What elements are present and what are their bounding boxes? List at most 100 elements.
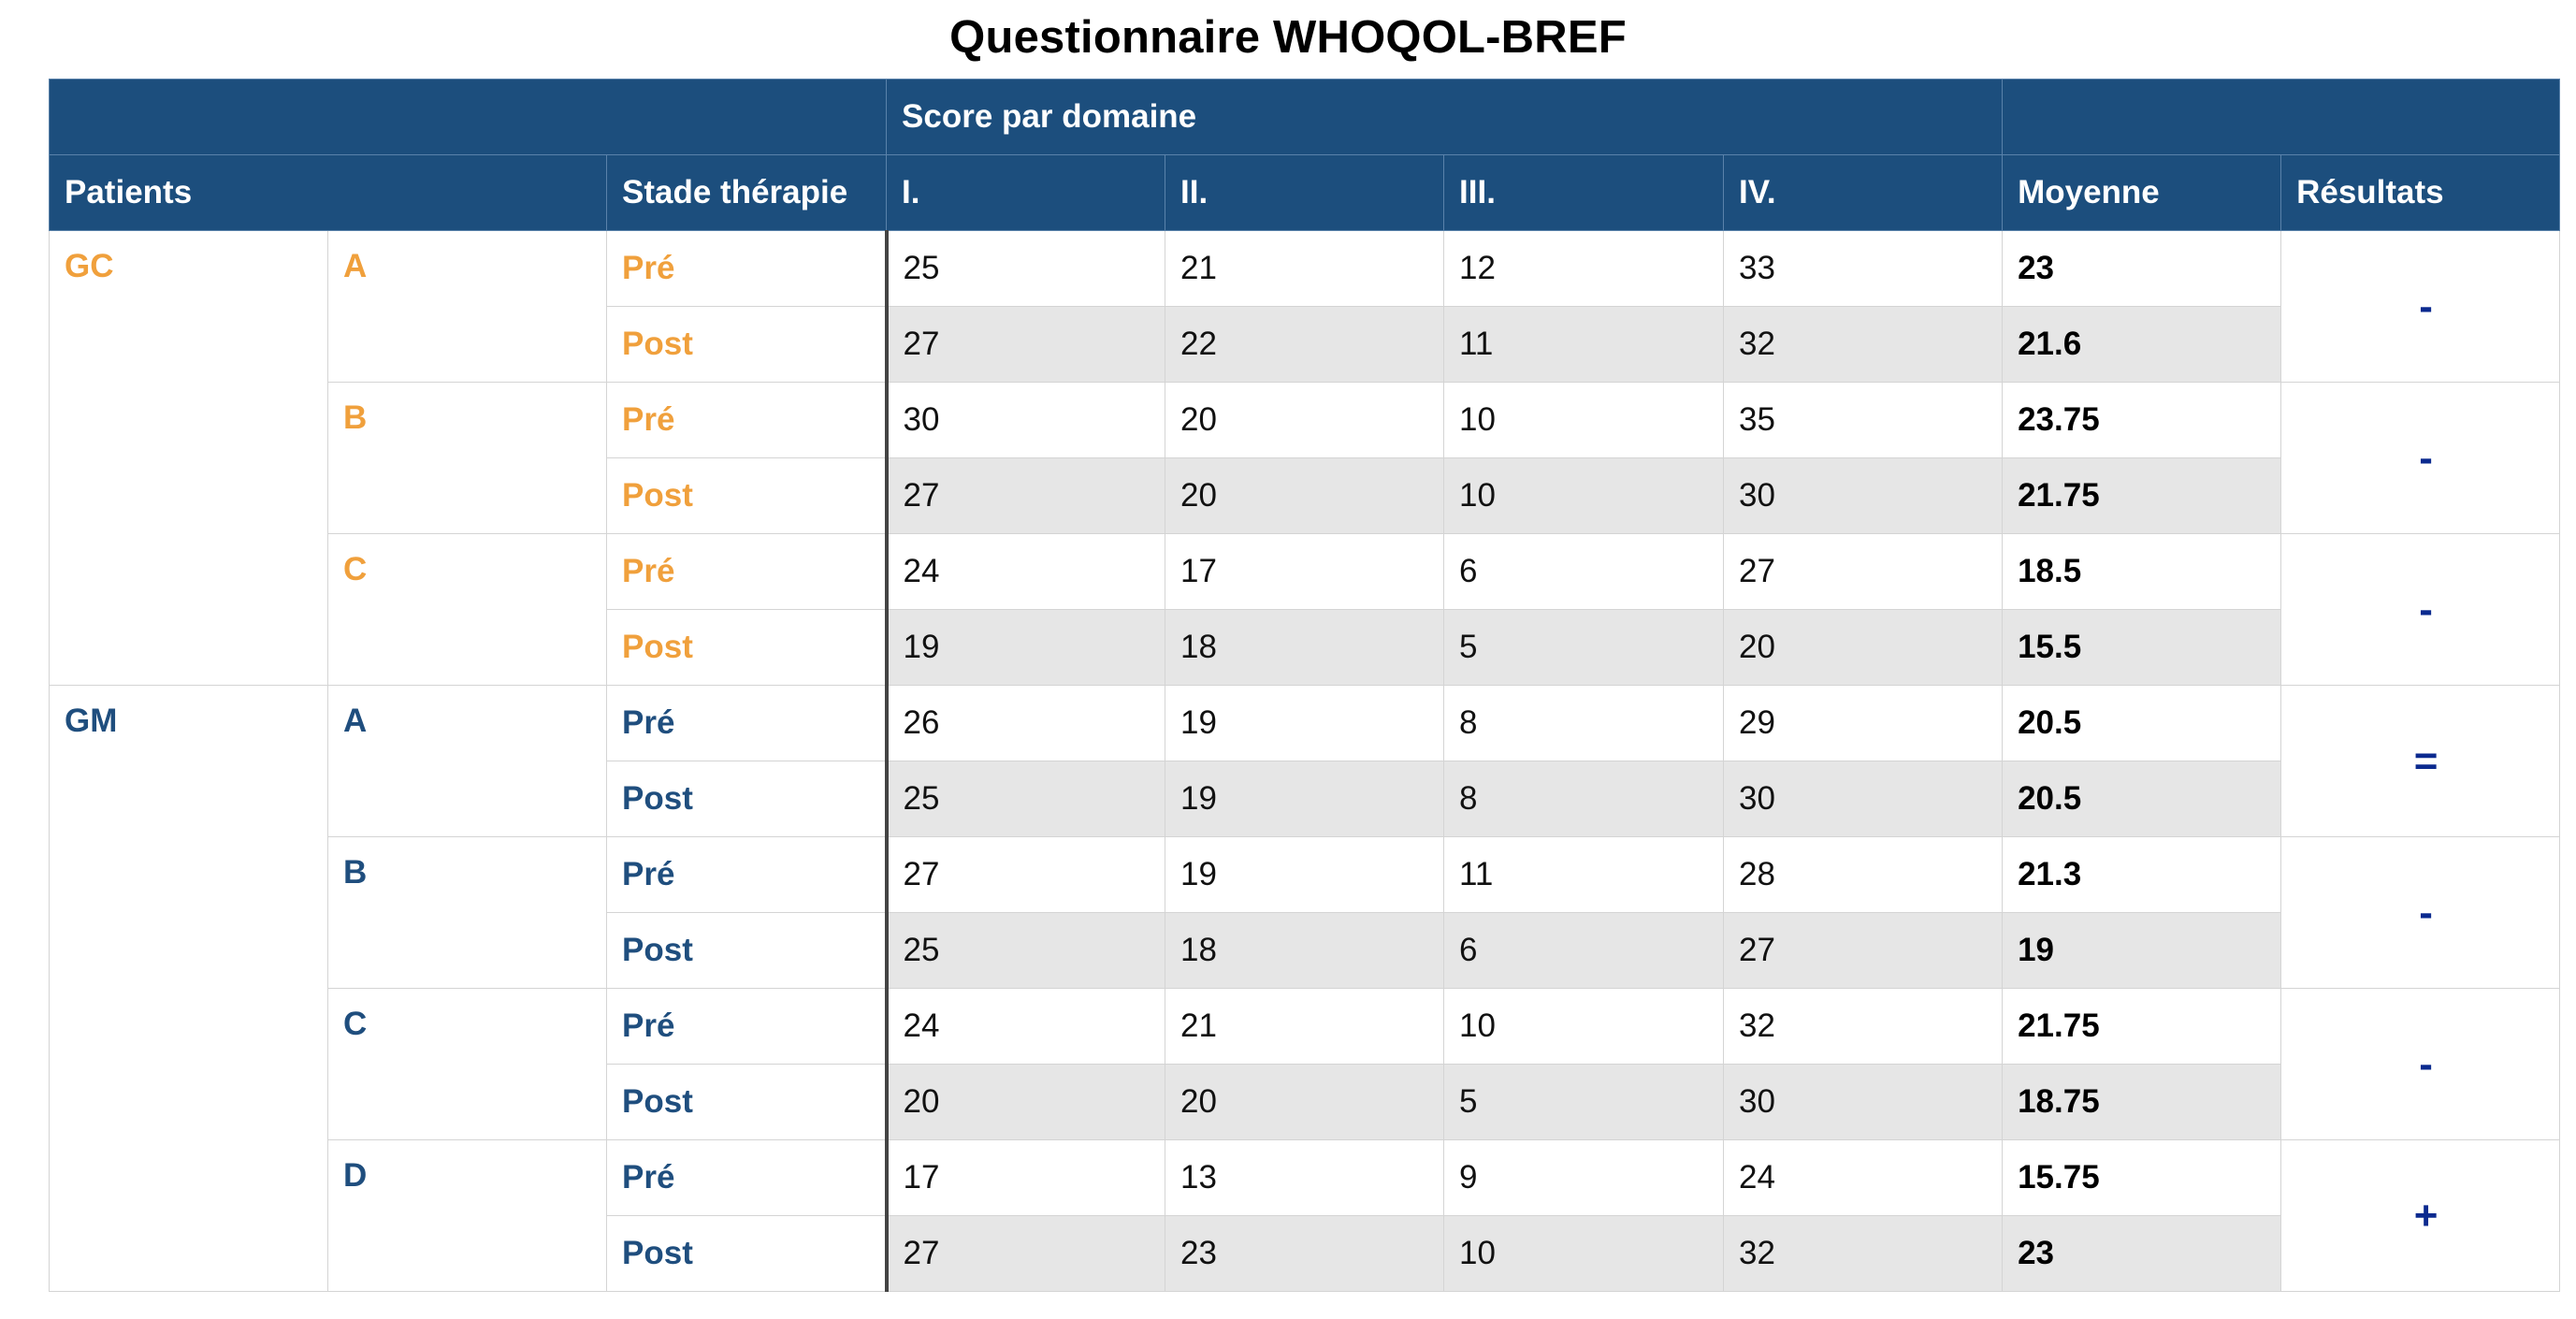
therapy-stage: Pré bbox=[605, 988, 888, 1065]
domain-score-1: 27 bbox=[884, 1215, 1166, 1292]
therapy-stage: Pré bbox=[605, 685, 888, 761]
domain-score-3: 10 bbox=[1443, 1215, 1725, 1292]
therapy-stage: Pré bbox=[605, 533, 888, 610]
domain-score-4: 24 bbox=[1723, 1139, 2004, 1216]
domain-score-1: 17 bbox=[884, 1139, 1166, 1216]
domain-score-2: 19 bbox=[1165, 685, 1445, 761]
header-domain-4: IV. bbox=[1723, 154, 2004, 231]
result-symbol: = bbox=[2280, 685, 2561, 837]
domain-score-2: 19 bbox=[1165, 761, 1445, 837]
domain-score-2: 23 bbox=[1165, 1215, 1445, 1292]
therapy-stage: Post bbox=[605, 761, 888, 837]
mean-score: 23 bbox=[2002, 230, 2282, 307]
domain-score-1: 20 bbox=[884, 1064, 1166, 1140]
domain-score-3: 12 bbox=[1443, 230, 1725, 307]
result-symbol: - bbox=[2280, 836, 2561, 989]
domain-score-2: 21 bbox=[1165, 988, 1445, 1065]
domain-score-1: 19 bbox=[884, 609, 1166, 686]
domain-score-4: 32 bbox=[1723, 306, 2004, 383]
domain-score-2: 17 bbox=[1165, 533, 1445, 610]
domain-score-2: 20 bbox=[1165, 382, 1445, 458]
table-row: B Pré 27 19 11 28 21.3- bbox=[50, 836, 2561, 989]
mean-score: 21.3 bbox=[2002, 836, 2282, 913]
domain-score-2: 18 bbox=[1165, 609, 1445, 686]
header-domain-2: II. bbox=[1165, 154, 1445, 231]
mean-score: 23 bbox=[2002, 1215, 2282, 1292]
mean-score: 18.5 bbox=[2002, 533, 2282, 610]
group-label: GC bbox=[49, 230, 328, 686]
domain-score-4: 33 bbox=[1723, 230, 2004, 307]
domain-score-4: 32 bbox=[1723, 1215, 2004, 1292]
table-row: Post 27 22 11 32 21.6 bbox=[50, 306, 2560, 383]
table-body: GC A Pré 25 21 12 33 23- Post 27 22 11 32 21.6 B Pré 30 2… bbox=[49, 230, 2561, 1292]
patient-label: D bbox=[327, 1139, 607, 1292]
result-symbol-text: - bbox=[2419, 1040, 2433, 1087]
column-header-row: Patients Stade thérapie I. II. III. IV. … bbox=[49, 154, 2561, 231]
therapy-stage: Pré bbox=[605, 836, 888, 913]
table-row: GC A Pré 25 21 12 33 23- bbox=[49, 230, 2561, 686]
header-domain-3: III. bbox=[1443, 154, 1725, 231]
mean-score: 18.75 bbox=[2002, 1064, 2282, 1140]
whoqol-table: Score par domaine Patients Stade thérapi… bbox=[48, 79, 2561, 1292]
domain-score-4: 32 bbox=[1723, 988, 2004, 1065]
domain-score-3: 6 bbox=[1443, 912, 1725, 989]
domain-score-1: 25 bbox=[884, 912, 1166, 989]
header-empty-left bbox=[48, 79, 888, 155]
domain-score-2: 20 bbox=[1165, 1064, 1445, 1140]
domain-score-3: 5 bbox=[1443, 1064, 1725, 1140]
therapy-stage: Post bbox=[605, 306, 888, 383]
patient-label: A bbox=[327, 230, 607, 383]
result-symbol-text: = bbox=[2413, 737, 2439, 784]
result-symbol: + bbox=[2280, 1139, 2561, 1292]
domain-score-3: 8 bbox=[1443, 761, 1725, 837]
domain-score-1: 27 bbox=[884, 306, 1166, 383]
domain-score-4: 27 bbox=[1723, 912, 2004, 989]
therapy-stage: Post bbox=[605, 1215, 888, 1292]
header-resultats: Résultats bbox=[2280, 154, 2561, 231]
domain-score-1: 25 bbox=[884, 761, 1166, 837]
table-row: Post 20 20 5 30 18.75 bbox=[50, 1064, 2560, 1140]
patient-label: C bbox=[327, 533, 607, 686]
mean-score: 15.75 bbox=[2002, 1139, 2282, 1216]
domain-score-3: 11 bbox=[1443, 306, 1725, 383]
domain-score-2: 19 bbox=[1165, 836, 1445, 913]
therapy-stage: Post bbox=[605, 457, 888, 534]
header-empty-right bbox=[2002, 79, 2561, 155]
domain-score-2: 21 bbox=[1165, 230, 1445, 307]
table-row: D Pré 17 13 9 24 15.75 + bbox=[50, 1139, 2561, 1292]
table-row: C Pré 24 21 10 32 21.75 - bbox=[50, 988, 2561, 1140]
domain-score-4: 28 bbox=[1723, 836, 2004, 913]
mean-score: 19 bbox=[2002, 912, 2282, 989]
domain-score-4: 27 bbox=[1723, 533, 2004, 610]
domain-score-3: 8 bbox=[1443, 685, 1725, 761]
domain-score-4: 30 bbox=[1723, 761, 2004, 837]
group-label: GM bbox=[49, 685, 328, 1292]
result-symbol: - bbox=[2280, 230, 2561, 383]
domain-score-2: 13 bbox=[1165, 1139, 1445, 1216]
table-row: Post 25 18 6 27 19 bbox=[50, 912, 2560, 989]
domain-score-3: 9 bbox=[1443, 1139, 1725, 1216]
table-row: Post 27 23 10 32 23 bbox=[50, 1215, 2560, 1292]
page-title: Questionnaire WHOQOL-BREF bbox=[949, 12, 1627, 63]
domain-score-1: 26 bbox=[884, 685, 1166, 761]
domain-score-1: 25 bbox=[884, 230, 1166, 307]
therapy-stage: Post bbox=[605, 1064, 888, 1140]
result-symbol-text: + bbox=[2413, 1192, 2439, 1239]
domain-score-1: 27 bbox=[884, 836, 1166, 913]
therapy-stage: Post bbox=[605, 609, 888, 686]
patient-label: C bbox=[327, 988, 607, 1140]
table-row: Post 27 20 10 30 21.75 bbox=[50, 457, 2560, 534]
domain-score-4: 29 bbox=[1723, 685, 2004, 761]
mean-score: 23.75 bbox=[2002, 382, 2282, 458]
table-row: B Pré 30 20 10 35 23.75- bbox=[50, 382, 2561, 534]
group-header-row: Score par domaine bbox=[48, 79, 2561, 155]
result-symbol: - bbox=[2280, 988, 2561, 1140]
table-row: C Pré 24 17 6 27 18.5 - bbox=[50, 533, 2561, 686]
domain-score-2: 18 bbox=[1165, 912, 1445, 989]
domain-score-4: 30 bbox=[1723, 457, 2004, 534]
therapy-stage: Post bbox=[605, 912, 888, 989]
table-row: Post 25 19 8 30 20.5 bbox=[50, 761, 2560, 837]
header-score-par-domaine: Score par domaine bbox=[886, 79, 2004, 155]
domain-score-3: 5 bbox=[1443, 609, 1725, 686]
domain-score-1: 24 bbox=[884, 533, 1166, 610]
